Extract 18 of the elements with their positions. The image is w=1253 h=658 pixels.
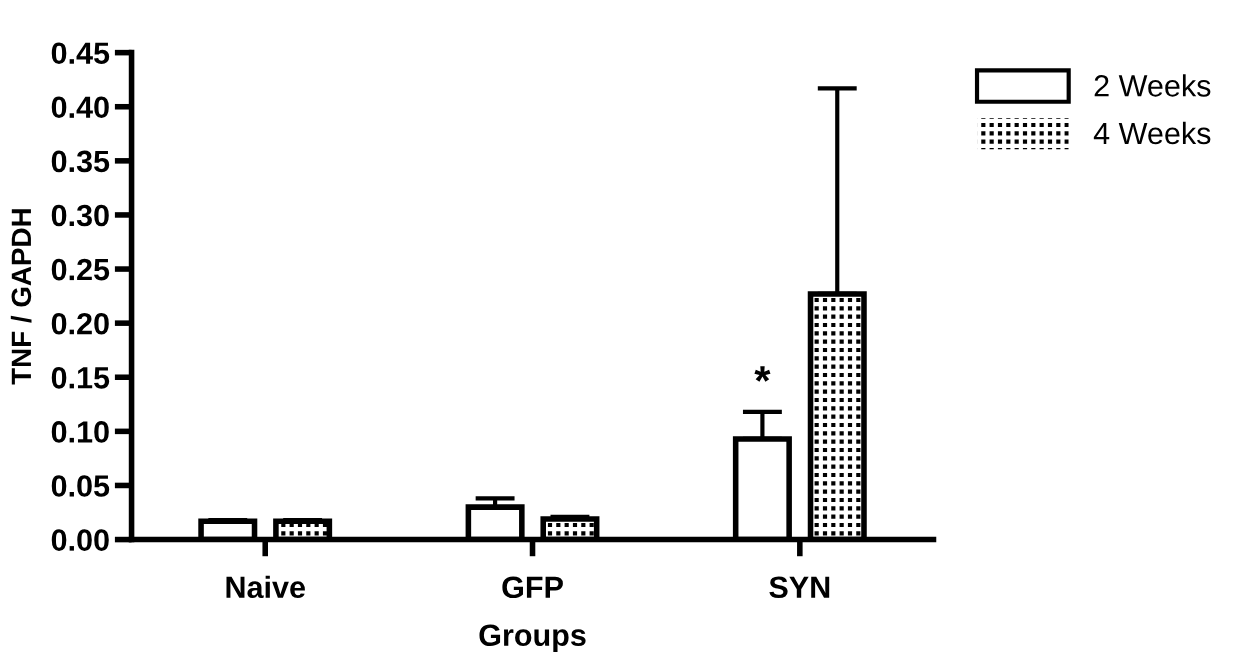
y-tick-label: 0.10 (51, 421, 109, 443)
y-tick-label: 0.30 (51, 204, 109, 227)
legend-label: 4 Weeks (1093, 121, 1211, 145)
x-tick-label: Naive (226, 575, 305, 599)
y-tick-label: 0.00 (51, 529, 109, 551)
y-tick-label: 0.05 (51, 475, 110, 497)
y-tick-label: 0.35 (51, 150, 110, 173)
annotation: * (754, 366, 771, 382)
x-axis-title: Groups (479, 624, 586, 653)
legend-label: 2 Weeks (1094, 74, 1211, 97)
x-tick-label: SYN (769, 576, 830, 599)
y-tick-label: 0.20 (51, 312, 109, 335)
y-tick-label: 0.40 (51, 96, 109, 119)
x-tick-label: GFP (502, 576, 563, 599)
y-tick-label: 0.45 (51, 42, 110, 65)
y-axis-title: TNF / GAPDH (10, 209, 32, 385)
y-tick-label: 0.15 (51, 366, 110, 389)
y-tick-label: 0.25 (51, 258, 110, 281)
